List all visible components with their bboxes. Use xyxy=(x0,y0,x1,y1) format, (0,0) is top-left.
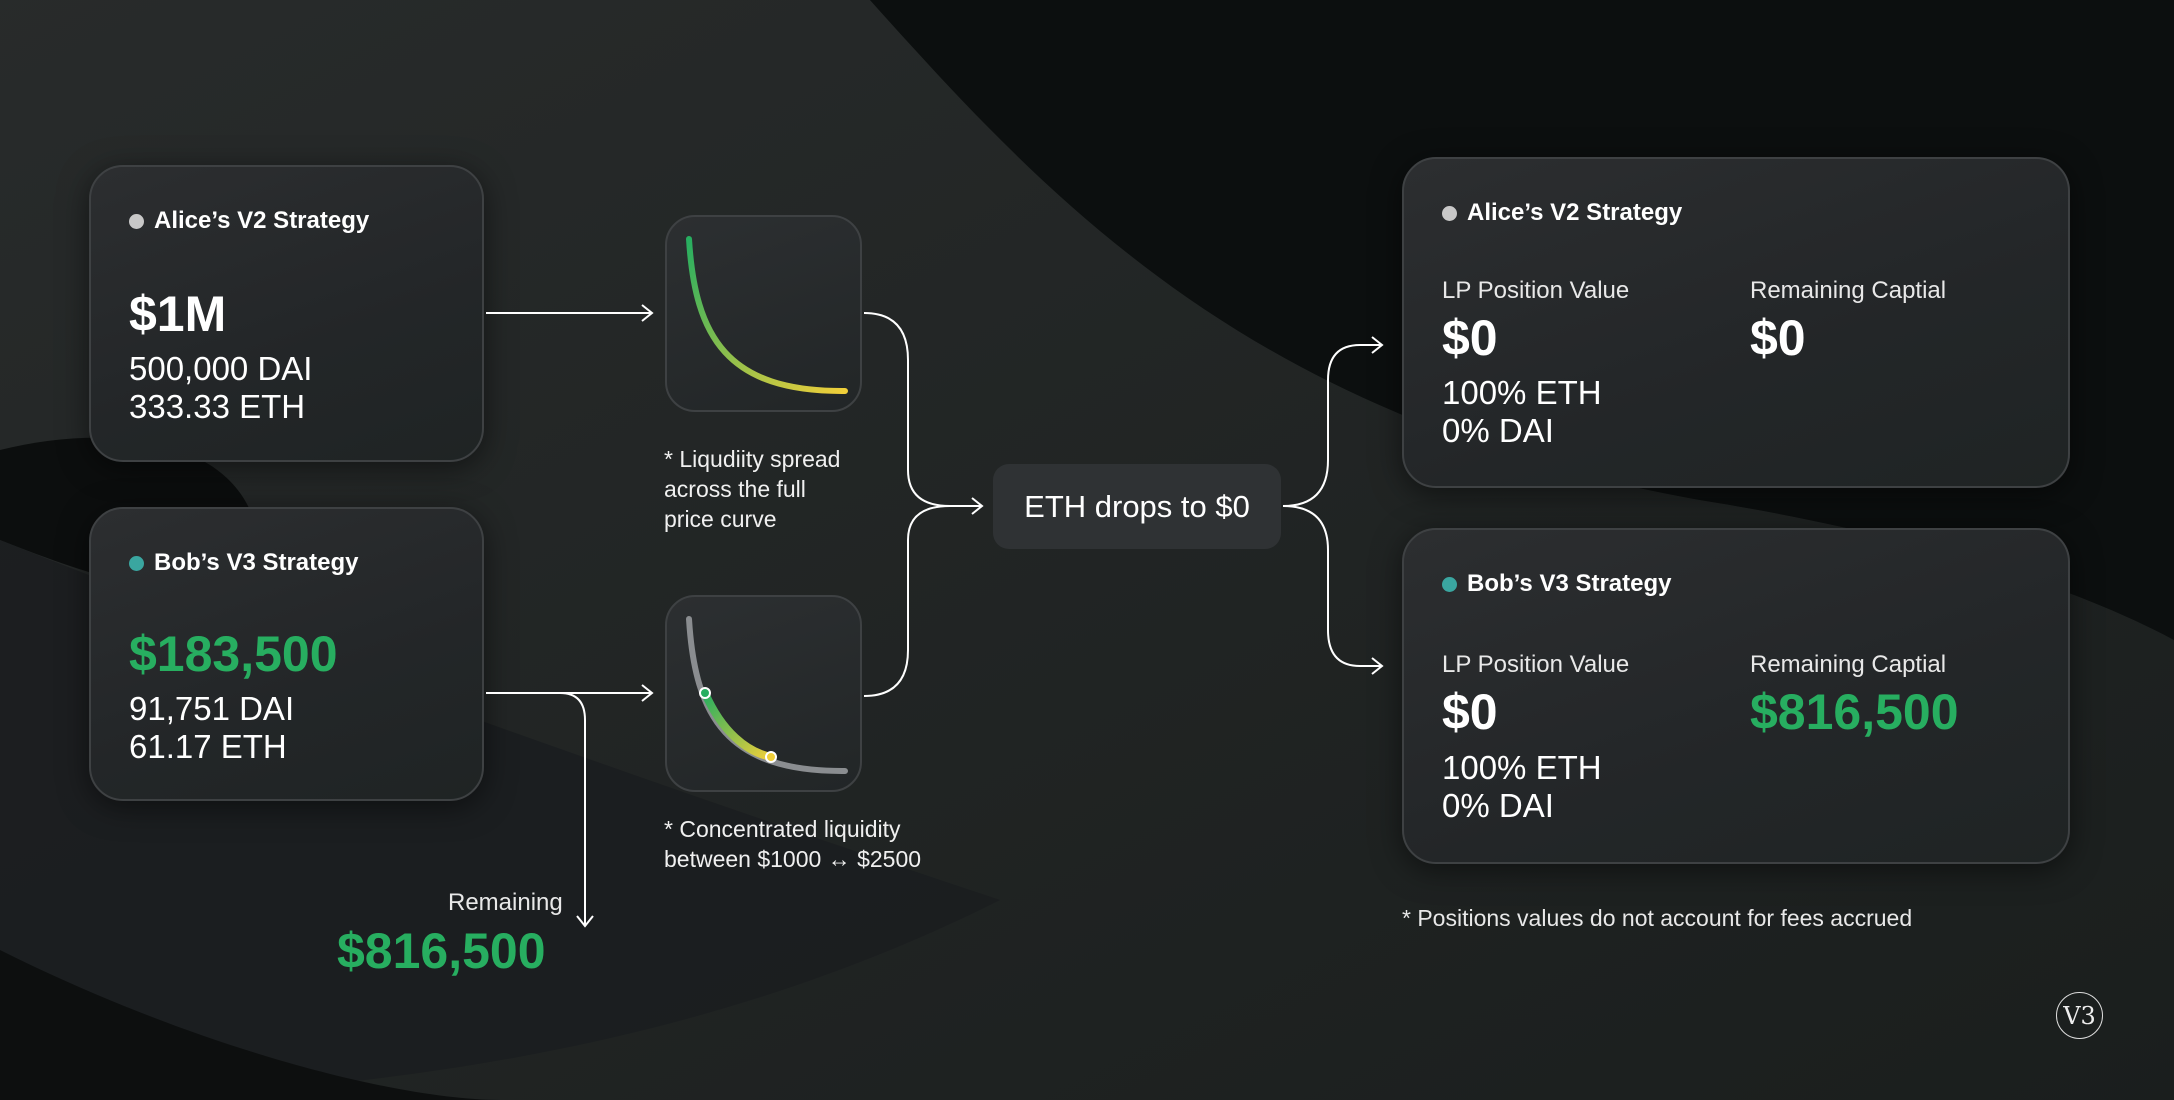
lp-value: $0 xyxy=(1442,310,1498,366)
concentrated-curve-graphic xyxy=(686,616,848,775)
teal-dot-icon xyxy=(1442,576,1457,592)
gray-dot-icon xyxy=(1442,205,1457,221)
v2-price-curve xyxy=(665,215,862,412)
dai-amount: 91,751 DAI xyxy=(129,690,295,727)
eth-share: 100% ETH xyxy=(1442,749,1602,786)
remaining-value: $816,500 xyxy=(337,923,546,979)
v3-logo: V3 xyxy=(2056,992,2103,1039)
dai-share: 0% DAI xyxy=(1442,412,1554,449)
lp-label: LP Position Value xyxy=(1442,277,1630,304)
eth-amount: 333.33 ETH xyxy=(129,388,306,425)
total-value: $1M xyxy=(129,286,227,342)
lp-value: $0 xyxy=(1442,684,1498,740)
event-pill: ETH drops to $0 xyxy=(993,464,1281,549)
bob-v3-card: Bob’s V3 Strategy $183,500 91,751 DAI 61… xyxy=(89,507,484,801)
eth-amount: 61.17 ETH xyxy=(129,728,287,765)
dai-amount: 500,000 DAI xyxy=(129,350,313,387)
range-max-handle xyxy=(765,751,777,763)
remaining-capital-value: $0 xyxy=(1750,310,1806,366)
total-value: $183,500 xyxy=(129,626,338,682)
remaining-label: Remaining xyxy=(448,889,563,916)
full-range-curve-graphic xyxy=(686,236,848,395)
footnote: * Positions values do not account for fe… xyxy=(1402,905,1913,931)
v3-price-curve xyxy=(665,595,862,792)
v3-note: * Concentrated liquidity between $1000 ↔… xyxy=(664,816,922,872)
eth-share: 100% ETH xyxy=(1442,374,1602,411)
alice-v2-result-card: Alice’s V2 Strategy LP Position Value $0… xyxy=(1402,157,2070,488)
dai-share: 0% DAI xyxy=(1442,787,1554,824)
card-title: Bob’s V3 Strategy xyxy=(1467,570,1672,597)
lp-label: LP Position Value xyxy=(1442,651,1630,678)
card-title: Alice’s V2 Strategy xyxy=(154,207,370,234)
card-title: Alice’s V2 Strategy xyxy=(1467,199,1683,226)
remaining-capital-value: $816,500 xyxy=(1750,684,1959,740)
remaining-capital-label: Remaining Captial xyxy=(1750,651,1947,678)
teal-dot-icon xyxy=(129,555,144,571)
range-min-handle xyxy=(699,687,711,699)
v2-note: * Liqudiity spread across the full price… xyxy=(664,446,841,532)
gray-dot-icon xyxy=(129,213,144,229)
bob-v3-result-card: Bob’s V3 Strategy LP Position Value $0 1… xyxy=(1402,528,2070,864)
alice-v2-card: Alice’s V2 Strategy $1M 500,000 DAI 333.… xyxy=(89,165,484,462)
card-title: Bob’s V3 Strategy xyxy=(154,549,359,576)
remaining-capital-label: Remaining Captial xyxy=(1750,277,1947,304)
